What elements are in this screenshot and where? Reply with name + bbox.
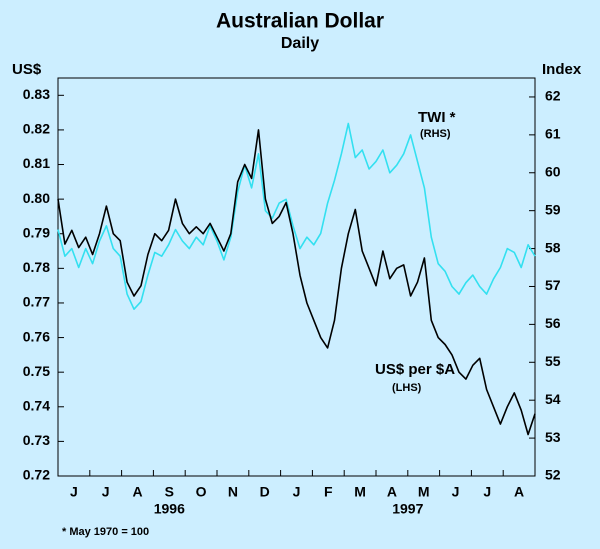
x-tick-label: S (165, 484, 174, 500)
x-tick-label: J (483, 484, 491, 500)
series-line (57, 122, 536, 310)
y2-tick-label: 54 (545, 391, 561, 407)
y-tick-label: 0.75 (23, 363, 50, 379)
y2-tick-label: 57 (545, 277, 561, 293)
y2-tick-label: 53 (545, 429, 561, 445)
x-tick-label: D (260, 484, 270, 500)
x-tick-label: J (102, 484, 110, 500)
y-tick-label: 0.82 (23, 121, 50, 137)
y2-tick-label: 52 (545, 467, 561, 483)
plot-frame (57, 77, 536, 477)
x-tick-label: J (293, 484, 301, 500)
x-tick-label: J (452, 484, 460, 500)
chart-subtitle: Daily (281, 35, 319, 52)
y2-tick-label: 56 (545, 315, 561, 331)
series-line (57, 129, 536, 436)
y2-tick-label: 55 (545, 353, 561, 369)
x-tick-label: M (418, 484, 430, 500)
y-tick-label: 0.76 (23, 328, 50, 344)
y2-tick-label: 60 (545, 163, 561, 179)
y2-tick-label: 62 (545, 88, 561, 104)
y2-tick-label: 58 (545, 239, 561, 255)
x-tick-label: A (132, 484, 142, 500)
y-tick-label: 0.79 (23, 224, 50, 240)
chart-title: Australian Dollar (216, 10, 384, 33)
y2-tick-label: 61 (545, 126, 561, 142)
y-tick-label: 0.74 (23, 397, 50, 413)
y-tick-label: 0.80 (23, 190, 50, 206)
x-tick-label: N (228, 484, 238, 500)
y-tick-label: 0.83 (23, 86, 50, 102)
x-group-label: 1996 (154, 501, 185, 517)
y-axis-label: US$ (12, 61, 42, 78)
x-tick-label: A (514, 484, 524, 500)
y2-axis-label: Index (542, 61, 582, 78)
series-label: US$ per $A (375, 361, 455, 378)
y-tick-label: 0.72 (23, 467, 50, 483)
series-note: (LHS) (392, 382, 422, 394)
x-group-label: 1997 (392, 501, 423, 517)
series-note: (RHS) (420, 128, 451, 140)
x-tick-label: O (196, 484, 207, 500)
y-tick-label: 0.77 (23, 294, 50, 310)
x-tick-label: F (324, 484, 333, 500)
y-tick-label: 0.73 (23, 432, 50, 448)
x-tick-label: A (387, 484, 397, 500)
x-tick-label: M (354, 484, 366, 500)
series-label: TWI * (418, 109, 456, 126)
footnote: * May 1970 = 100 (62, 526, 149, 538)
y-tick-label: 0.78 (23, 259, 50, 275)
y-tick-label: 0.81 (23, 155, 50, 171)
y2-tick-label: 59 (545, 201, 561, 217)
x-tick-label: J (70, 484, 78, 500)
